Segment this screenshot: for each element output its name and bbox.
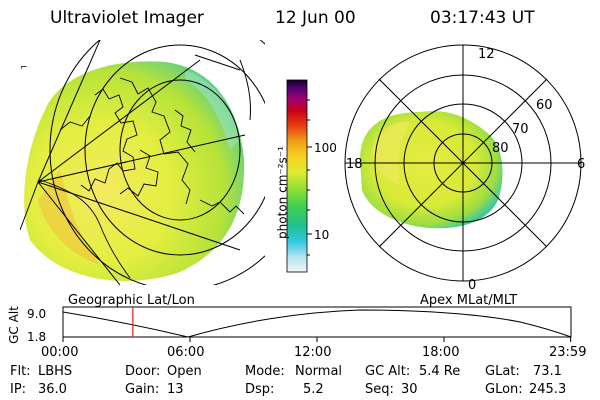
glat-value: 73.1: [533, 364, 562, 379]
dsp-value: 5.2: [303, 382, 324, 397]
mlt-label-0: 0: [468, 278, 477, 293]
glon-label: GLon:: [485, 382, 523, 397]
mlt-label-12: 12: [478, 47, 495, 62]
dsp-label: Dsp:: [245, 382, 275, 397]
gcalt-label: GC Alt:: [365, 364, 411, 379]
svg-text:⌐: ⌐: [20, 63, 28, 73]
xtick-4: 23:59: [549, 345, 587, 360]
glon-value: 245.3: [529, 382, 567, 397]
mlt-label-18: 18: [346, 157, 363, 172]
seq-value: 30: [401, 382, 418, 397]
xtick-2: 12:00: [294, 345, 332, 360]
mode-value: Normal: [295, 364, 343, 379]
altitude-ymax: 9.0: [27, 307, 47, 321]
left-map-label: Geographic Lat/Lon: [68, 293, 195, 308]
mlat-label-60: 60: [536, 98, 553, 113]
xtick-3: 18:00: [422, 345, 460, 360]
time-label: 03:17:43 UT: [430, 8, 535, 28]
gcalt-value: 5.4 Re: [419, 364, 461, 379]
mlt-label-6: 6: [577, 157, 586, 172]
date-label: 12 Jun 00: [275, 8, 356, 28]
xtick-0: 00:00: [41, 345, 79, 360]
right-map-label: Apex MLat/MLT: [420, 293, 518, 308]
flt-label: Flt:: [10, 364, 31, 379]
door-label: Door:: [125, 364, 161, 379]
ip-label: IP:: [10, 382, 27, 397]
colorbar-tick-100: 100: [314, 141, 337, 155]
door-value: Open: [167, 364, 202, 379]
mode-label: Mode:: [245, 364, 285, 379]
left-aurora-image: [24, 61, 245, 282]
xtick-1: 06:00: [167, 345, 205, 360]
flt-value: LBHS: [38, 364, 73, 379]
mlat-label-80: 80: [492, 141, 509, 156]
instrument-title: Ultraviolet Imager: [50, 8, 204, 28]
gain-label: Gain:: [125, 382, 160, 397]
altitude-ymin: 1.8: [27, 330, 47, 344]
mlat-label-70: 70: [512, 122, 529, 137]
glat-label: GLat:: [485, 364, 520, 379]
gain-value: 13: [167, 382, 184, 397]
colorbar-tick-10: 10: [314, 228, 330, 242]
seq-label: Seq:: [365, 382, 394, 397]
altitude-curve: [62, 309, 572, 338]
ip-value: 36.0: [38, 382, 67, 397]
